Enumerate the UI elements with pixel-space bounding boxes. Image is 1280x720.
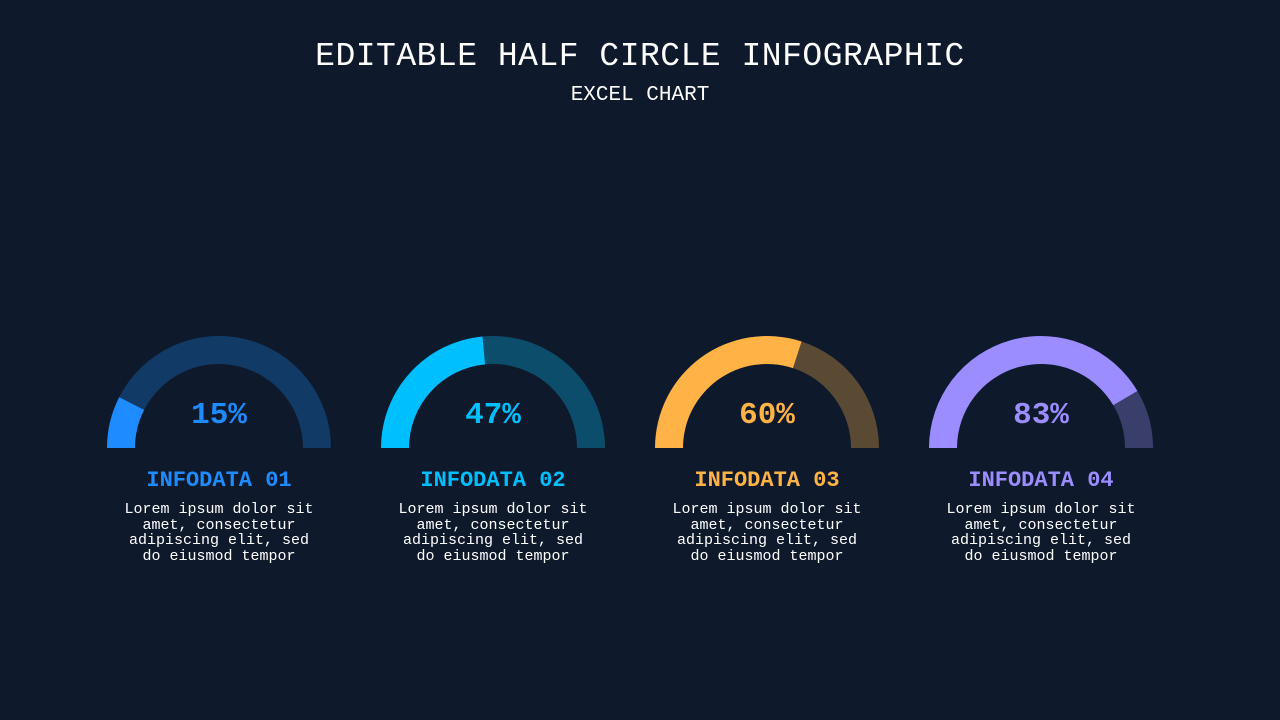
gauge-value-arc xyxy=(381,336,486,448)
gauge-category-label: INFODATA 02 xyxy=(420,468,566,493)
gauge-description: Lorem ipsum dolor sit amet, consectetur … xyxy=(672,501,862,565)
gauge-value-arc xyxy=(107,397,145,448)
gauge-value-label: 83% xyxy=(1013,398,1069,433)
gauge-2: 47% INFODATA 02 Lorem ipsum dolor sit am… xyxy=(373,330,613,570)
gauge-value-arc xyxy=(655,335,802,448)
gauge-value-label: 47% xyxy=(465,398,521,433)
gauge-chart xyxy=(929,336,1153,448)
gauge-1: 15% INFODATA 01 Lorem ipsum dolor sit am… xyxy=(99,330,339,570)
gauge-description: Lorem ipsum dolor sit amet, consectetur … xyxy=(398,501,588,565)
gauge-chart xyxy=(655,335,879,448)
gauge-value-arc xyxy=(929,336,1138,448)
gauge-description: Lorem ipsum dolor sit amet, consectetur … xyxy=(946,501,1136,565)
gauge-chart xyxy=(381,336,605,448)
gauge-category-label: INFODATA 01 xyxy=(146,468,292,493)
gauge-track-arc xyxy=(1113,390,1153,448)
gauge-4: 83% INFODATA 04 Lorem ipsum dolor sit am… xyxy=(921,330,1161,570)
gauge-track-arc xyxy=(119,335,331,448)
gauge-chart xyxy=(107,335,331,448)
gauge-value-label: 60% xyxy=(739,398,795,433)
gauge-description: Lorem ipsum dolor sit amet, consectetur … xyxy=(124,501,314,565)
page-subtitle: EXCEL CHART xyxy=(570,84,710,107)
page-title: EDITABLE HALF CIRCLE INFOGRAPHIC xyxy=(315,38,965,75)
gauge-category-label: INFODATA 04 xyxy=(968,468,1114,493)
gauge-category-label: INFODATA 03 xyxy=(694,468,840,493)
gauge-value-label: 15% xyxy=(191,398,247,433)
gauge-track-arc xyxy=(482,336,605,448)
gauge-track-arc xyxy=(792,341,879,448)
gauge-3: 60% INFODATA 03 Lorem ipsum dolor sit am… xyxy=(647,330,887,570)
